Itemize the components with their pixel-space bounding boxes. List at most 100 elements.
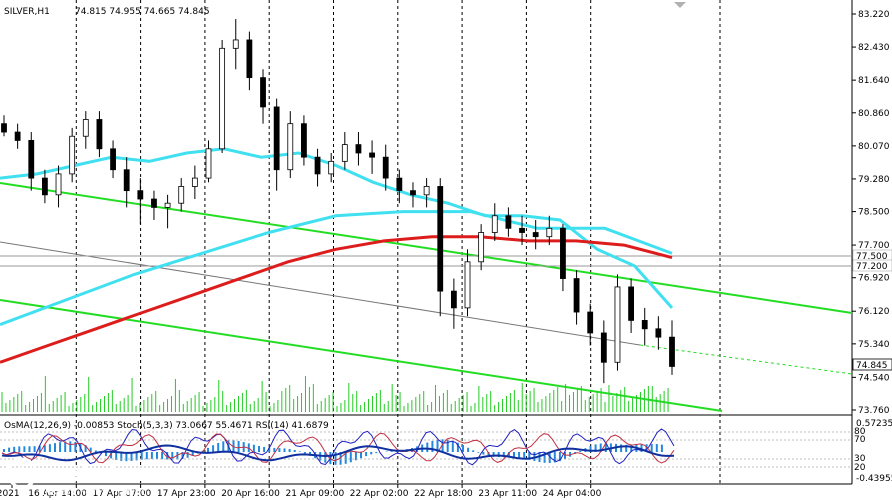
scroll-marker[interactable] (674, 2, 686, 8)
candle-body (137, 190, 144, 200)
time-tick-label: 21 Apr 09:00 (286, 489, 345, 499)
candle-body (55, 173, 62, 196)
candle-body (600, 332, 607, 363)
price-tick-label: 76.920 (858, 274, 890, 284)
candle-body (628, 286, 635, 321)
moving-average-line (0, 210, 673, 327)
price-tick-label: 74.540 (858, 373, 890, 383)
indicator-level-tags: 80 70 30 20 (854, 427, 866, 473)
candle-body (28, 140, 35, 179)
current-price-text: 74.845 (856, 361, 888, 371)
price-tick-label: 76.120 (858, 307, 890, 317)
candle-body (232, 39, 239, 49)
time-tick-label: 24 Apr 04:00 (543, 489, 602, 499)
instaforex-logo: instaforex Instant Forex Trading (6, 457, 180, 498)
indicator-lines (0, 428, 852, 468)
price-tick-label: 81.640 (858, 76, 890, 86)
price-tick-label: 73.760 (858, 406, 890, 416)
channel-upper-line (0, 182, 853, 314)
candle-body (314, 156, 321, 175)
ind-tick-top: 0.57235 (856, 419, 892, 429)
price-tags: 77.500 77.200 74.845 (852, 249, 892, 371)
candle-body (191, 177, 198, 187)
candle-body (369, 152, 375, 158)
channel-lines (0, 182, 853, 412)
price-axis: 83.220 82.430 81.640 80.860 80.070 79.280 78.5… (852, 10, 890, 416)
time-tick-label: 17 Apr 23:00 (157, 489, 216, 499)
candle-body (246, 39, 253, 79)
candle-body (546, 227, 553, 238)
candle-body (96, 119, 103, 150)
candle-body (641, 320, 648, 330)
trend-line-gray (0, 241, 641, 346)
candle-body (573, 278, 580, 313)
candle-body (382, 156, 389, 179)
candle-body (396, 177, 403, 192)
logo-icon (6, 457, 38, 489)
candle-body (273, 106, 280, 171)
candle-body (69, 135, 76, 175)
time-tick-label: 22 Apr 18:00 (414, 489, 473, 499)
ind-level-20: 20 (854, 463, 866, 473)
time-tick-label: 17 Apr 07:00 (93, 489, 152, 499)
channel-lower-line (0, 299, 723, 412)
candle-body (437, 186, 444, 292)
candle-body (287, 123, 294, 171)
symbol-header: SILVER,H1 (4, 7, 50, 17)
price-tick-label: 78.500 (858, 208, 890, 218)
time-tick-label: 16 Apr 14:00 (28, 489, 87, 499)
current-price-tag (852, 358, 892, 371)
ind-tick-bottom: -0.43955 (856, 474, 892, 484)
indicator-header: OsMA(12,26,9) -0.00853 Stoch(5,3,3) 73.0… (4, 421, 329, 431)
candle-body (423, 186, 430, 196)
candle-body (82, 119, 89, 137)
time-axis: 16 Apr 2021 16 Apr 14:00 17 Apr 07:00 17 Ap… (0, 484, 602, 499)
candle-body (519, 227, 525, 233)
price-tick-label: 80.860 (858, 109, 890, 119)
main-panel (0, 0, 852, 414)
candle-body (505, 215, 512, 229)
candle-body (560, 227, 566, 279)
price-tick-label: 83.220 (858, 10, 890, 20)
candle-body (14, 131, 21, 141)
time-tick-label: 16 Apr 2021 (0, 489, 20, 499)
logo-wordmark: instaforex (42, 459, 180, 487)
price-tick-label: 77.700 (858, 241, 890, 251)
price-tick-label: 80.070 (858, 142, 890, 152)
time-tick-label: 20 Apr 16:00 (221, 489, 280, 499)
candle-body (464, 261, 471, 309)
moving-average-line (0, 235, 673, 364)
level2-tag-text: 77.200 (856, 262, 888, 272)
volume-bars (1, 376, 669, 412)
candle-body (164, 202, 171, 208)
price-tick-label: 75.340 (858, 340, 890, 350)
ohlc-header: 74.815 74.955 74.665 74.845 (75, 7, 210, 17)
candle-body (341, 144, 348, 162)
candle-body (655, 328, 662, 338)
candle-body (219, 47, 226, 150)
logo-tagline: Instant Forex Trading (42, 487, 147, 498)
candle-body (260, 77, 266, 108)
candle-body (301, 123, 307, 158)
candlesticks (1, 19, 675, 384)
rsi-line (1, 444, 675, 462)
ind-level-30: 30 (854, 454, 866, 464)
ind-level-80: 80 (854, 427, 866, 437)
candle-body (669, 336, 675, 367)
candle-body (587, 311, 594, 334)
candle-body (178, 186, 185, 204)
candle-body (355, 144, 362, 154)
candle-body (41, 177, 48, 196)
candle-body (1, 123, 7, 133)
ind-level-70: 70 (854, 435, 866, 445)
candle-body (110, 148, 116, 171)
candle-body (410, 190, 416, 196)
candle-body (328, 160, 335, 175)
logo-icon-inner (16, 467, 28, 479)
candle-body (532, 232, 539, 238)
price-tick-label: 79.280 (858, 175, 890, 185)
candle-body (491, 215, 498, 233)
level1-tag-text: 77.500 (856, 252, 888, 262)
